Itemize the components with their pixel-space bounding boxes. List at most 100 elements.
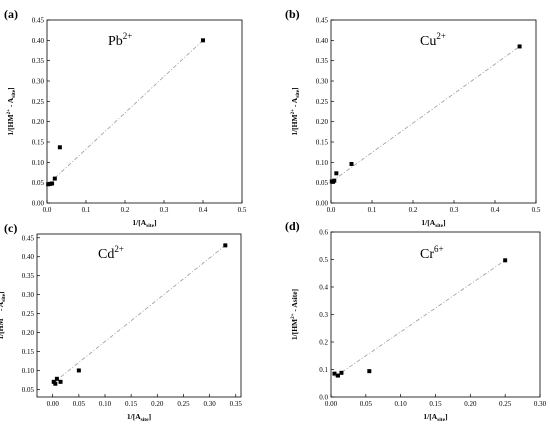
y-tick-label: 0.25 — [32, 98, 45, 106]
y-axis-label-sup: 2+ — [7, 109, 12, 115]
y-axis-label-mid: - A — [290, 97, 299, 109]
data-point — [334, 171, 339, 176]
chart-panel: 0.0 0.1 0.2 0.3 0.4 0.5 0.00 0.05 0.10 0.15 0.20 0.… — [285, 7, 541, 229]
y-tick-label: 0.30 — [316, 78, 329, 86]
data-point — [332, 371, 337, 376]
y-axis-label-sup: 2+ — [291, 313, 296, 319]
x-tick-label: 0.25 — [499, 400, 512, 408]
x-tick-label: 0.00 — [47, 400, 60, 408]
x-axis-label: 1/[Asite] — [132, 218, 156, 229]
y-tick-label: 0.05 — [316, 179, 329, 187]
y-tick-label: 0.05 — [32, 179, 45, 187]
y-axis-label-sub: site — [1, 293, 7, 302]
x-axis-label-end: ] — [154, 218, 157, 227]
data-point — [503, 258, 508, 263]
x-tick-label: 0.15 — [125, 400, 138, 408]
x-axis-label-main: 1/[A — [423, 412, 437, 421]
y-axis-label: 1/[HM2+ - Asite] — [290, 289, 299, 340]
panel-label: (c) — [4, 221, 17, 235]
x-tick-label: 0.30 — [203, 400, 216, 408]
y-tick-label: 0.30 — [22, 291, 35, 299]
x-tick-label: 0.20 — [464, 400, 477, 408]
x-tick-label: 0.4 — [491, 206, 500, 214]
x-tick-label: 0.10 — [395, 400, 408, 408]
fit-line — [47, 40, 204, 185]
x-axis-label-end: ] — [445, 412, 448, 421]
y-axis-label: 1/[HM2+ - Asite] — [290, 87, 301, 135]
x-tick-label: 0.05 — [360, 400, 373, 408]
x-axis-label-sub: site — [435, 223, 444, 229]
x-tick-label: 0.4 — [199, 206, 208, 214]
y-tick-label: 0.1 — [319, 366, 328, 374]
x-tick-label: 0.1 — [82, 206, 91, 214]
data-point — [53, 381, 58, 386]
x-axis-label: 1/[Asite] — [127, 412, 151, 423]
ion-label: Cu2+ — [420, 31, 446, 49]
x-tick-label: 0.00 — [325, 400, 338, 408]
y-axis-label-end: ] — [290, 87, 299, 90]
data-point — [54, 376, 59, 381]
y-tick-label: 0.25 — [22, 310, 35, 318]
y-tick-label: 0.20 — [32, 118, 45, 126]
y-tick-label: 0.6 — [319, 229, 328, 237]
y-tick-label: 0.0 — [319, 394, 328, 402]
data-point — [517, 44, 522, 49]
x-tick-label: 0.5 — [238, 206, 247, 214]
x-axis-label-main: 1/[A — [132, 218, 146, 227]
y-tick-label: 0.40 — [316, 37, 329, 45]
y-tick-label: 0.20 — [316, 118, 329, 126]
plot-frame — [46, 19, 243, 204]
x-tick-label: 0.0 — [43, 206, 52, 214]
y-axis-label-main: 1/[HM — [6, 114, 15, 135]
y-axis-label: 1/[HM2+ - Asite] — [6, 87, 17, 135]
y-tick-label: 0.00 — [316, 200, 329, 208]
x-tick-label: 0.35 — [230, 400, 243, 408]
x-axis-label-sub: site — [141, 417, 150, 423]
ion-symbol: Cd — [98, 247, 114, 262]
chart-panel: 0.0 0.1 0.2 0.3 0.4 0.5 0.00 0.05 0.10 0.15 0.20 0.… — [4, 7, 247, 229]
x-tick-label: 0.05 — [73, 400, 86, 408]
y-tick-label: 0.3 — [319, 311, 328, 319]
x-tick-label: 0.3 — [160, 206, 169, 214]
x-tick-label: 0.30 — [534, 400, 547, 408]
y-axis-label-main: 1/[HM — [290, 319, 299, 340]
ion-charge: 2+ — [114, 244, 124, 254]
data-point — [223, 243, 228, 248]
y-tick-label: 0.35 — [316, 57, 329, 65]
x-axis-label-sub: site — [437, 417, 446, 423]
ion-charge: 2+ — [123, 31, 133, 41]
ion-label: Cd2+ — [98, 244, 124, 262]
y-axis-label-sub: site — [11, 89, 17, 98]
y-axis-label-main: 1/[HM — [290, 114, 299, 135]
ion-symbol: Cr — [420, 247, 434, 262]
data-point — [332, 178, 337, 183]
x-axis-label-end: ] — [443, 218, 446, 227]
data-point — [57, 145, 62, 150]
data-point — [58, 379, 63, 384]
data-point — [367, 369, 372, 374]
data-point — [201, 38, 205, 43]
y-tick-label: 0.20 — [22, 329, 35, 337]
x-tick-label: 0.2 — [409, 206, 418, 214]
data-point — [339, 370, 344, 375]
x-tick-label: 0.25 — [177, 400, 190, 408]
x-tick-label: 0.10 — [99, 400, 112, 408]
y-axis-label-sup: 2+ — [0, 313, 2, 319]
panel-label: (a) — [4, 7, 18, 21]
chart-panel: 0.00 0.05 0.10 0.15 0.20 0.25 0.30 0.0 0.1 0.2 0.3… — [285, 219, 547, 423]
panel-label: (b) — [285, 7, 300, 21]
ion-label: Pb2+ — [108, 31, 132, 49]
x-axis-label: 1/[Asite] — [423, 412, 447, 423]
y-tick-label: 0.35 — [22, 272, 35, 280]
y-axis-label-mid: - A — [0, 301, 5, 313]
fit-line — [53, 245, 226, 383]
y-tick-label: 0.45 — [22, 234, 35, 242]
y-axis-label-sub: site — [295, 89, 301, 98]
data-point — [335, 373, 340, 378]
data-point — [50, 181, 55, 186]
x-tick-label: 0.15 — [429, 400, 442, 408]
y-tick-label: 0.15 — [316, 139, 329, 147]
x-tick-label: 0.1 — [368, 206, 377, 214]
x-tick-label: 0.2 — [121, 206, 130, 214]
